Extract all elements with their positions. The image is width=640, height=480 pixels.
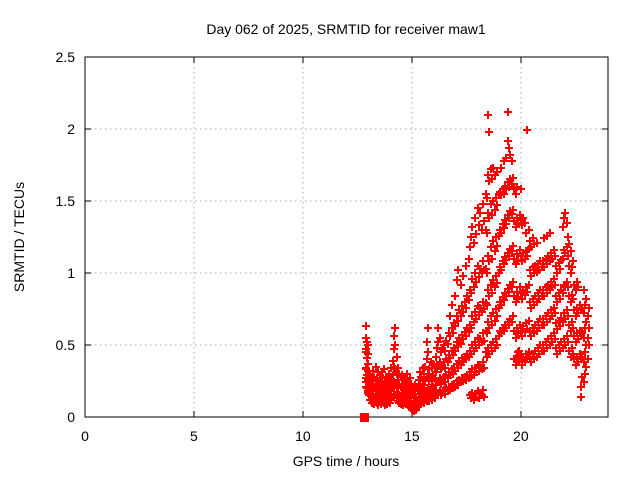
grid-lines (85, 57, 608, 417)
tick-labels: 0 5 10 15 20 0 0.5 1 1.5 2 2.5 (56, 49, 529, 444)
y-tick-label: 2.5 (56, 49, 76, 65)
data-markers (360, 108, 593, 422)
chart-title: Day 062 of 2025, SRMTID for receiver maw… (206, 21, 486, 37)
x-tick-label: 15 (404, 428, 420, 444)
x-tick-label: 0 (81, 428, 89, 444)
plot-border (84, 56, 609, 418)
x-tick-label: 5 (190, 428, 198, 444)
event-square-marker (360, 413, 369, 422)
x-tick-label: 20 (513, 428, 529, 444)
y-axis-label: SRMTID / TECUs (11, 182, 27, 292)
y-tick-label: 0 (67, 409, 75, 425)
y-tick-label: 1 (67, 265, 75, 281)
x-axis-label: GPS time / hours (293, 453, 400, 469)
srmtid-plus-markers (362, 108, 593, 415)
y-tick-label: 1.5 (56, 193, 76, 209)
x-tick-label: 10 (295, 428, 311, 444)
border-rect (84, 56, 609, 418)
y-tick-label: 2 (67, 121, 75, 137)
y-tick-label: 0.5 (56, 337, 76, 353)
